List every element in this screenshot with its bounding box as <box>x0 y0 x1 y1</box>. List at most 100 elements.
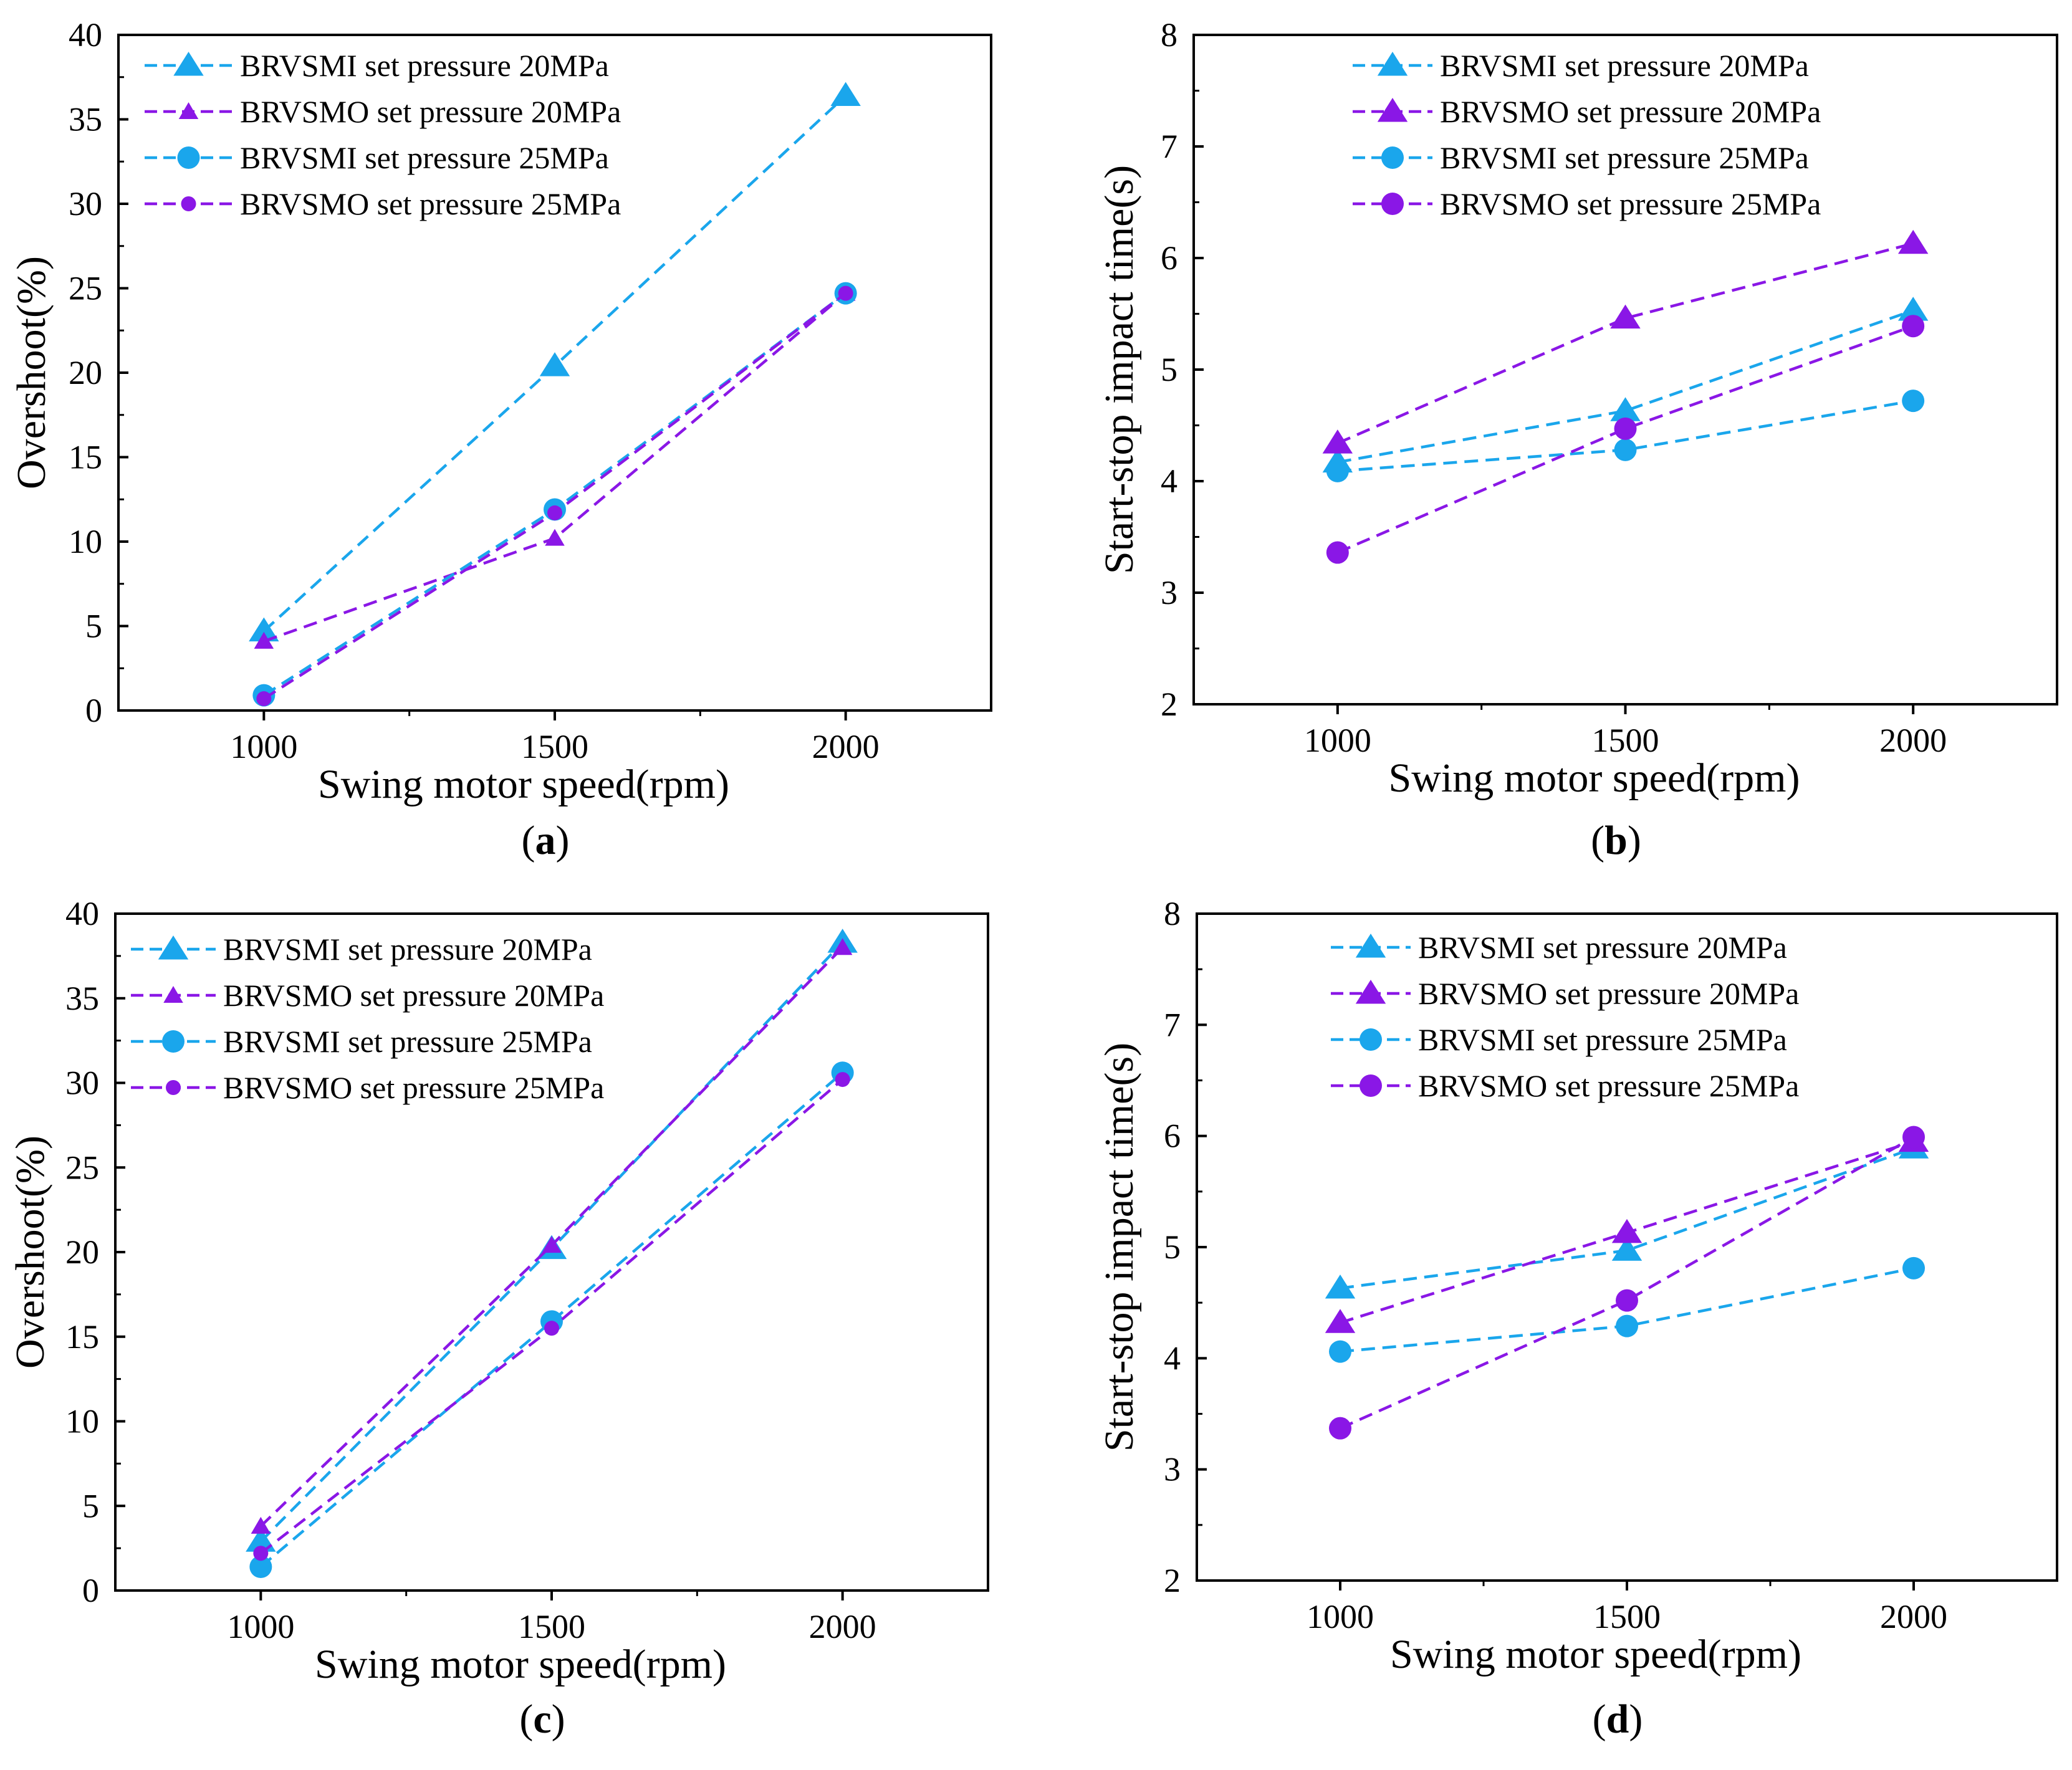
y-tick-label: 4 <box>1161 462 1177 500</box>
series-line-1 <box>1337 309 1914 464</box>
y-tick-label: 0 <box>82 1572 99 1609</box>
x-tick-label: 1000 <box>1304 722 1371 759</box>
y-tick-label: 7 <box>1161 128 1177 165</box>
legend-marker <box>162 1030 185 1053</box>
data-point-series-4 <box>1329 1417 1351 1440</box>
data-point-series-2 <box>1897 229 1929 254</box>
data-point-series-3 <box>1902 1256 1925 1280</box>
legend-label: BRVSMO set pressure 25MPa <box>1418 1068 1799 1103</box>
data-point-series-2 <box>254 631 274 649</box>
y-tick-label: 3 <box>1164 1451 1181 1488</box>
legend-marker <box>158 935 189 960</box>
y-tick-label: 5 <box>1164 1228 1181 1266</box>
data-point-series-4 <box>256 691 272 707</box>
x-tick-label: 2000 <box>1879 722 1947 759</box>
data-point-series-2 <box>1322 429 1353 454</box>
series-line-2 <box>1336 242 1914 445</box>
data-point-series-1 <box>1325 1274 1356 1299</box>
data-point-series-1 <box>1611 1237 1643 1261</box>
legend-label: BRVSMO set pressure 20MPa <box>1418 976 1799 1011</box>
legend-marker <box>178 102 199 119</box>
y-tick-label: 4 <box>1164 1339 1181 1377</box>
legend-marker <box>163 986 183 1003</box>
data-point-series-4 <box>544 1321 559 1336</box>
x-tick-label: 2000 <box>812 728 880 765</box>
panel-label: (a) <box>522 818 570 863</box>
x-axis-title: Swing motor speed(rpm) <box>315 1642 726 1687</box>
y-tick-label: 8 <box>1161 16 1177 54</box>
data-point-series-2 <box>1611 1218 1643 1243</box>
x-axis-title: Swing motor speed(rpm) <box>1389 755 1800 801</box>
data-point-series-1 <box>1897 297 1929 321</box>
x-axis-title: Swing motor speed(rpm) <box>1390 1632 1801 1677</box>
panel-letter: b <box>1604 818 1628 863</box>
y-tick-label: 40 <box>69 16 102 54</box>
data-point-series-1 <box>249 617 279 642</box>
y-tick-label: 25 <box>65 1149 99 1186</box>
legend-label: BRVSMI set pressure 25MPa <box>223 1024 592 1059</box>
data-point-series-3 <box>1616 1314 1638 1337</box>
panel-label: (b) <box>1591 818 1641 863</box>
data-point-series-4 <box>253 1546 269 1561</box>
y-tick-label: 35 <box>69 101 102 138</box>
plot-frame <box>1192 34 2058 706</box>
x-tick-label: 1000 <box>227 1608 294 1645</box>
legend-label: BRVSMI set pressure 20MPa <box>240 48 609 83</box>
y-tick-label: 8 <box>1164 895 1181 932</box>
legend-label: BRVSMI set pressure 20MPa <box>1440 48 1809 83</box>
legend: BRVSMI set pressure 20MPa BRVSMO set pres… <box>131 932 604 1105</box>
y-axis-title: Overshoot(%) <box>7 1136 53 1369</box>
data-point-series-2 <box>542 1236 562 1253</box>
data-point-series-1 <box>830 82 861 107</box>
legend-marker <box>1381 146 1404 169</box>
y-tick-label: 0 <box>85 692 102 729</box>
data-point-series-4 <box>1614 417 1637 440</box>
y-tick-label: 15 <box>69 439 102 476</box>
x-tick-label: 1500 <box>1592 722 1659 759</box>
y-tick-label: 20 <box>65 1233 99 1271</box>
legend-marker <box>166 1080 181 1095</box>
chart-d: 2 3 4 5 6 7 8 1000 1500 2000 Swing motor speed(rpm… <box>1096 895 2058 1742</box>
legend-label: BRVSMI set pressure 25MPa <box>1440 140 1809 175</box>
legend-marker <box>1360 1074 1382 1097</box>
x-tick-label: 1000 <box>1307 1598 1374 1635</box>
panel-label: (d) <box>1593 1696 1643 1742</box>
y-tick-label: 30 <box>69 185 102 222</box>
legend-marker <box>1381 193 1404 215</box>
x-axis-title: Swing motor speed(rpm) <box>318 762 729 807</box>
data-point-series-3 <box>1326 459 1349 482</box>
legend-marker <box>1360 1028 1382 1051</box>
legend-label: BRVSMI set pressure 20MPa <box>223 932 592 967</box>
data-point-series-4 <box>1902 1126 1925 1149</box>
y-axis-title: Overshoot(%) <box>9 256 54 489</box>
legend-marker <box>1377 52 1408 76</box>
data-point-series-4 <box>547 505 562 520</box>
y-axis-title: Start-stop impact time(s) <box>1096 1043 1142 1452</box>
y-tick-label: 10 <box>69 523 102 560</box>
legend-label: BRVSMO set pressure 20MPa <box>240 94 621 129</box>
data-point-series-4 <box>1616 1289 1638 1312</box>
chart-a: 0 5 10 15 20 25 30 35 40 1000 1500 2000 Swing motor … <box>9 16 992 863</box>
data-point-series-2 <box>545 529 565 546</box>
y-axis-title: Start-stop impact time(s) <box>1096 165 1142 574</box>
panel-letter: c <box>533 1696 551 1742</box>
legend-label: BRVSMI set pressure 25MPa <box>240 140 609 175</box>
x-tick-label: 1500 <box>1593 1598 1661 1635</box>
legend-marker <box>181 196 196 211</box>
legend-label: BRVSMI set pressure 20MPa <box>1418 930 1787 965</box>
y-tick-label: 6 <box>1161 239 1177 277</box>
data-point-series-2 <box>832 938 853 955</box>
legend-label: BRVSMO set pressure 25MPa <box>1440 186 1821 221</box>
x-tick-label: 1500 <box>521 728 588 765</box>
y-tick-label: 5 <box>1161 351 1177 388</box>
legend: BRVSMI set pressure 20MPa BRVSMO set pres… <box>1353 48 1821 221</box>
data-point-series-4 <box>1902 315 1925 338</box>
y-tick-label: 6 <box>1164 1117 1181 1155</box>
data-point-series-2 <box>251 1516 271 1534</box>
x-tick-label: 1000 <box>230 728 297 765</box>
y-tick-label: 5 <box>85 608 102 645</box>
data-point-series-2 <box>1610 304 1641 329</box>
y-tick-label: 10 <box>65 1403 99 1440</box>
legend-marker <box>1355 934 1386 958</box>
